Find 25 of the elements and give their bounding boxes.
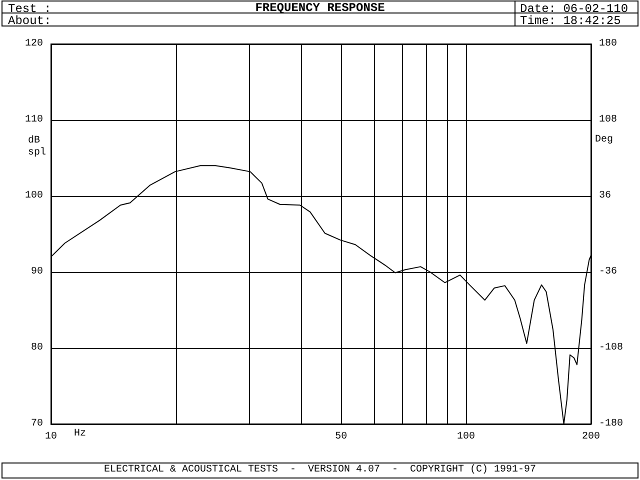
y-tick-label: 120 xyxy=(24,38,43,50)
y-tick-label: 90 xyxy=(30,266,43,278)
text: ELECTRICAL & ACOUSTICAL TESTS - VERSION 4.07 - COPYRIGHT (C) 1991-97 xyxy=(104,464,536,476)
y2-tick-label: 180 xyxy=(599,38,618,50)
y2-tick-label: -180 xyxy=(599,418,624,430)
text: Test : xyxy=(8,2,52,16)
text: Date: 06-02-110 xyxy=(520,2,628,16)
y-axis-title: dB spl xyxy=(28,134,46,158)
y2-tick-label: -36 xyxy=(599,266,618,278)
y2-axis-title: Deg xyxy=(595,134,614,146)
text: Time: 18:42:25 xyxy=(520,14,621,28)
y2-tick-label: 108 xyxy=(599,114,618,126)
x-tick-label: 100 xyxy=(457,432,476,442)
x-tick-label: 200 xyxy=(582,432,600,442)
y2-tick-label: -108 xyxy=(599,342,624,354)
x-tick-label: 10 xyxy=(44,432,58,442)
y2-tick-label: 36 xyxy=(599,190,612,202)
text: About: xyxy=(8,14,52,28)
y-tick-label: 70 xyxy=(30,418,43,430)
x-axis-title: Hz xyxy=(74,428,86,440)
y-tick-label: 110 xyxy=(24,114,43,126)
x-tick-label: 50 xyxy=(335,432,348,442)
y-tick-label: 80 xyxy=(30,342,43,354)
y-tick-label: 100 xyxy=(24,190,43,202)
chart-title: FREQUENCY RESPONSE xyxy=(255,1,385,15)
